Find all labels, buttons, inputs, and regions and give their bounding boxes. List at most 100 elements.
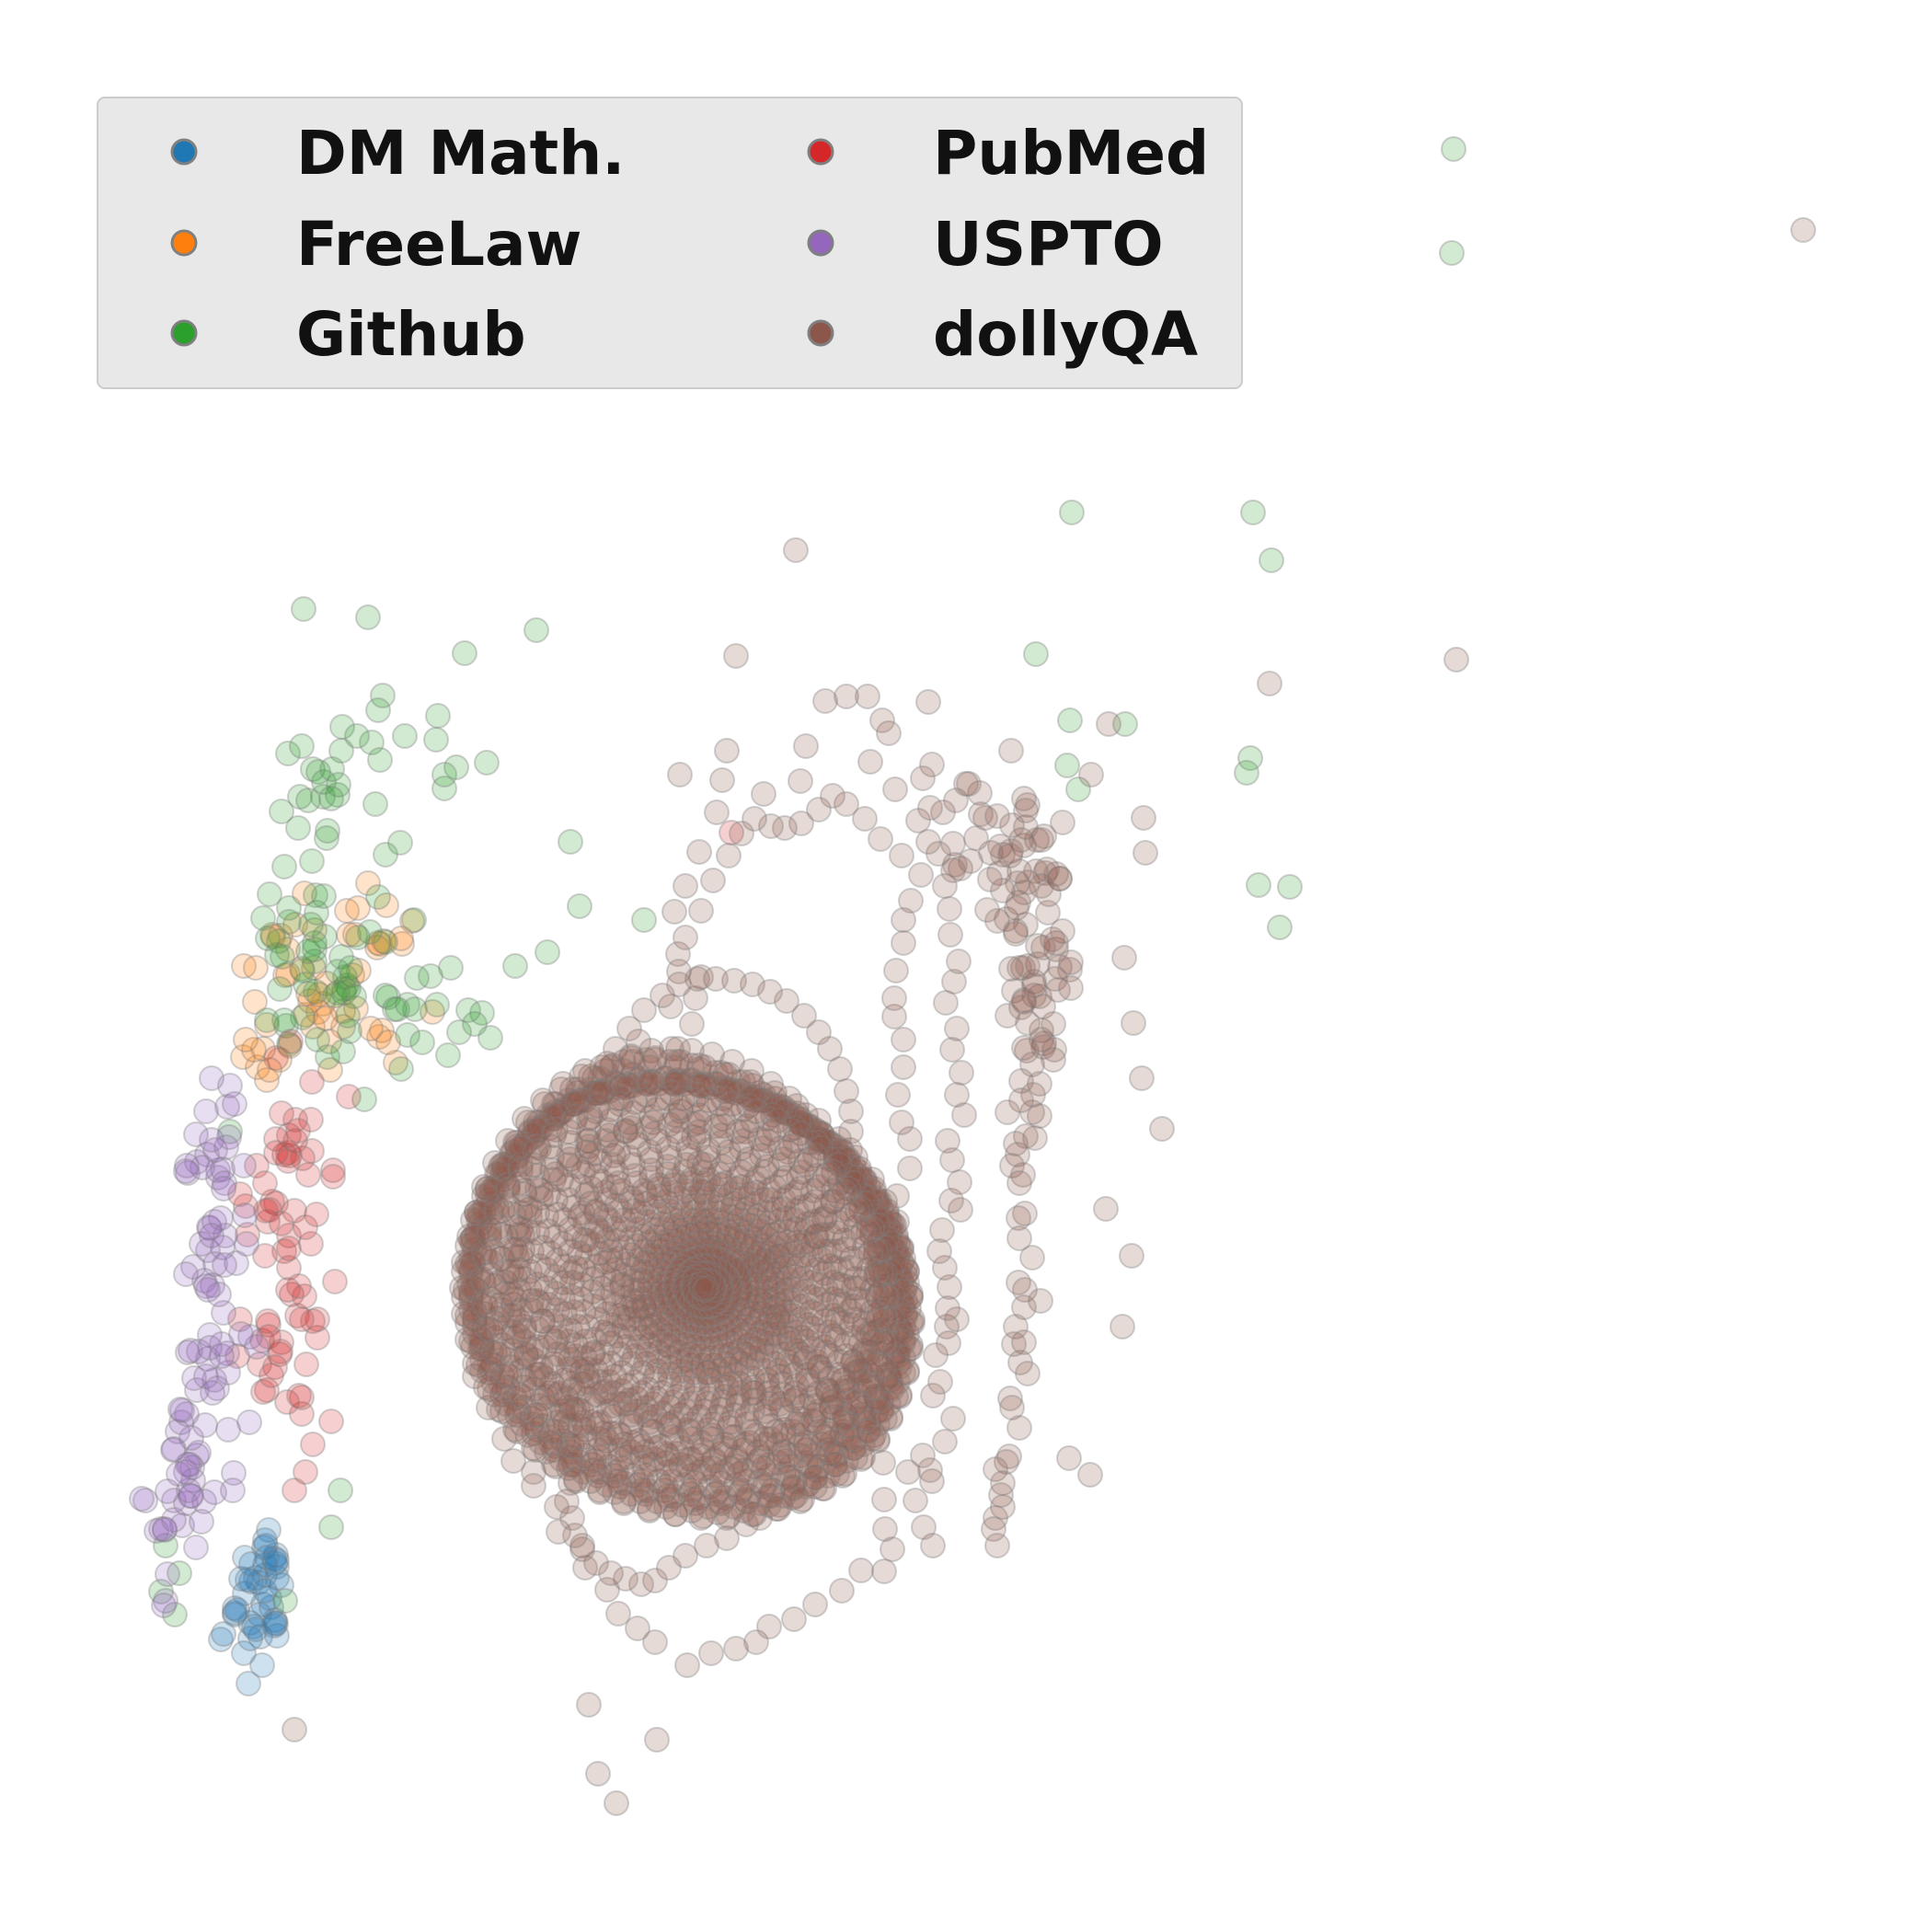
data-point [144, 1518, 169, 1544]
data-point [1030, 1034, 1056, 1060]
data-point [471, 1174, 497, 1200]
data-point [884, 1209, 910, 1235]
data-point [502, 953, 528, 979]
data-point [488, 1222, 513, 1248]
data-point [793, 1450, 819, 1476]
data-point [688, 1430, 714, 1455]
data-point [181, 1365, 207, 1391]
data-point [482, 1150, 508, 1176]
data-point [905, 808, 931, 834]
data-point [677, 1446, 703, 1472]
data-point [859, 1321, 885, 1347]
data-point [230, 1044, 256, 1070]
data-point [859, 1363, 885, 1389]
data-point [665, 941, 691, 967]
data-point [1003, 1314, 1029, 1340]
data-point [605, 1086, 631, 1111]
data-point [456, 1253, 482, 1279]
data-point [196, 1214, 222, 1240]
data-point [932, 873, 958, 899]
data-point [762, 1080, 788, 1106]
data-point [222, 1091, 247, 1117]
data-point [382, 996, 408, 1022]
data-point [495, 1128, 521, 1154]
data-point [788, 768, 813, 794]
data-point [277, 1143, 303, 1168]
data-point [903, 1488, 928, 1513]
data-point [212, 1170, 237, 1196]
data-point [339, 962, 365, 988]
data-point [269, 799, 294, 824]
data-point [882, 776, 908, 802]
data-point [312, 924, 338, 949]
data-point [425, 703, 451, 729]
data-point [581, 1340, 606, 1365]
data-point [193, 1363, 219, 1389]
data-point [765, 1450, 791, 1476]
data-point [484, 1176, 510, 1202]
data-point [642, 1568, 668, 1593]
data-point [359, 730, 385, 755]
data-point [148, 1516, 174, 1542]
data-point [848, 1402, 874, 1428]
data-point [174, 1153, 200, 1179]
data-point [152, 1516, 178, 1542]
data-point [747, 1288, 773, 1314]
data-point [565, 1076, 591, 1102]
data-point [254, 1007, 280, 1033]
data-point [1003, 921, 1029, 947]
data-point [1011, 987, 1037, 1013]
data-point [786, 1233, 811, 1259]
data-point [920, 1383, 946, 1409]
data-point [578, 1064, 604, 1089]
data-point [881, 985, 907, 1011]
data-point [316, 1029, 342, 1054]
data-point [629, 1433, 655, 1459]
data-point [302, 930, 328, 956]
data-point [583, 1550, 609, 1576]
legend-label: PubMed [933, 118, 1209, 189]
data-point [282, 1717, 307, 1742]
data-point [1032, 860, 1058, 886]
data-point [742, 1454, 767, 1479]
data-point [173, 1261, 199, 1287]
data-point [834, 1161, 860, 1187]
data-point [852, 1378, 878, 1404]
data-point [725, 1259, 751, 1284]
data-point [972, 805, 998, 831]
data-point [302, 917, 328, 943]
data-point [1006, 1415, 1032, 1441]
data-point [282, 912, 308, 937]
data-point [915, 829, 941, 855]
data-point [655, 1332, 681, 1358]
data-point [532, 1091, 558, 1117]
data-point [827, 1056, 853, 1082]
data-point [891, 1027, 916, 1052]
data-point [183, 1121, 209, 1147]
data-point [423, 727, 449, 753]
data-point [1027, 983, 1052, 1009]
data-point [1093, 1196, 1119, 1222]
data-point [935, 1128, 960, 1154]
data-point [1078, 762, 1104, 788]
data-point [709, 767, 735, 793]
data-point [469, 1000, 495, 1026]
data-point [189, 1231, 214, 1257]
data-point [242, 989, 268, 1015]
data-point [1043, 930, 1069, 956]
data-point [512, 1178, 537, 1203]
data-point [489, 1297, 515, 1323]
data-point [293, 1351, 319, 1377]
data-point [673, 925, 698, 950]
data-point [521, 1473, 546, 1499]
data-point [933, 990, 959, 1016]
data-point [793, 733, 819, 759]
data-point [691, 1209, 717, 1235]
data-point [806, 797, 832, 822]
data-point [306, 982, 332, 1007]
data-point [1012, 1277, 1038, 1303]
data-point [743, 1253, 769, 1279]
data-point [1011, 880, 1037, 905]
data-point [224, 1597, 250, 1623]
data-point [222, 1595, 247, 1621]
